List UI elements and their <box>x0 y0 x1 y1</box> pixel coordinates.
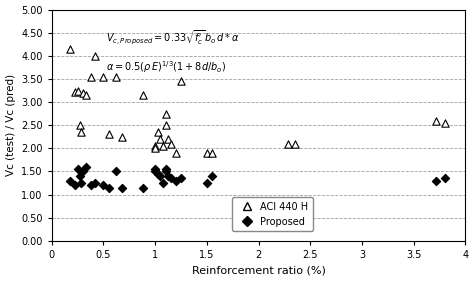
Point <box>151 144 159 148</box>
Point <box>105 132 112 137</box>
Point <box>291 141 299 146</box>
Point <box>167 176 174 181</box>
Point <box>77 181 84 185</box>
Point <box>172 151 180 155</box>
Point <box>100 74 107 79</box>
Point <box>87 183 95 188</box>
Point <box>118 185 126 190</box>
Point <box>74 88 82 93</box>
Point <box>167 141 174 146</box>
Text: $\alpha=0.5\left(\rho\,E\right)^{1/3}\left(1+8d/b_o\right)$: $\alpha=0.5\left(\rho\,E\right)^{1/3}\le… <box>106 60 226 75</box>
Point <box>87 74 95 79</box>
Point <box>203 181 210 185</box>
Point <box>112 74 119 79</box>
Point <box>76 174 83 178</box>
Point <box>82 165 90 169</box>
Point <box>118 135 126 139</box>
Point <box>139 185 146 190</box>
Point <box>151 146 159 151</box>
Point <box>156 137 164 141</box>
X-axis label: Reinforcement ratio (%): Reinforcement ratio (%) <box>191 266 326 275</box>
Point <box>76 123 83 128</box>
Point <box>82 93 90 98</box>
Point <box>160 144 167 148</box>
Point <box>155 130 162 134</box>
Y-axis label: Vc (test) / Vc (pred): Vc (test) / Vc (pred) <box>6 74 16 176</box>
Legend: ACI 440 H, Proposed: ACI 440 H, Proposed <box>232 197 313 231</box>
Point <box>79 90 87 95</box>
Point <box>151 167 159 171</box>
Point <box>139 93 146 98</box>
Point <box>208 151 216 155</box>
Point <box>66 178 74 183</box>
Point <box>79 169 87 174</box>
Point <box>100 183 107 188</box>
Point <box>160 181 167 185</box>
Point <box>91 54 99 58</box>
Point <box>91 181 99 185</box>
Point <box>441 176 448 181</box>
Point <box>74 167 82 171</box>
Point <box>164 137 172 141</box>
Point <box>177 176 185 181</box>
Point <box>433 178 440 183</box>
Point <box>433 118 440 123</box>
Point <box>177 79 185 83</box>
Point <box>203 151 210 155</box>
Point <box>77 130 84 134</box>
Point <box>162 123 169 128</box>
Point <box>105 185 112 190</box>
Point <box>284 141 292 146</box>
Point <box>71 90 78 94</box>
Point <box>162 169 169 174</box>
Point <box>441 121 448 125</box>
Point <box>162 167 169 171</box>
Point <box>208 174 216 178</box>
Point <box>71 183 78 188</box>
Point <box>155 171 162 176</box>
Text: $V_{c,Proposed}=0.33\sqrt{f_c^{\prime}}\,b_o\,d*\alpha$: $V_{c,Proposed}=0.33\sqrt{f_c^{\prime}}\… <box>106 29 239 47</box>
Point <box>156 174 164 178</box>
Point <box>66 47 74 51</box>
Point <box>172 178 180 183</box>
Point <box>112 169 119 174</box>
Point <box>162 111 169 116</box>
Point <box>151 169 159 174</box>
Point <box>164 174 172 178</box>
